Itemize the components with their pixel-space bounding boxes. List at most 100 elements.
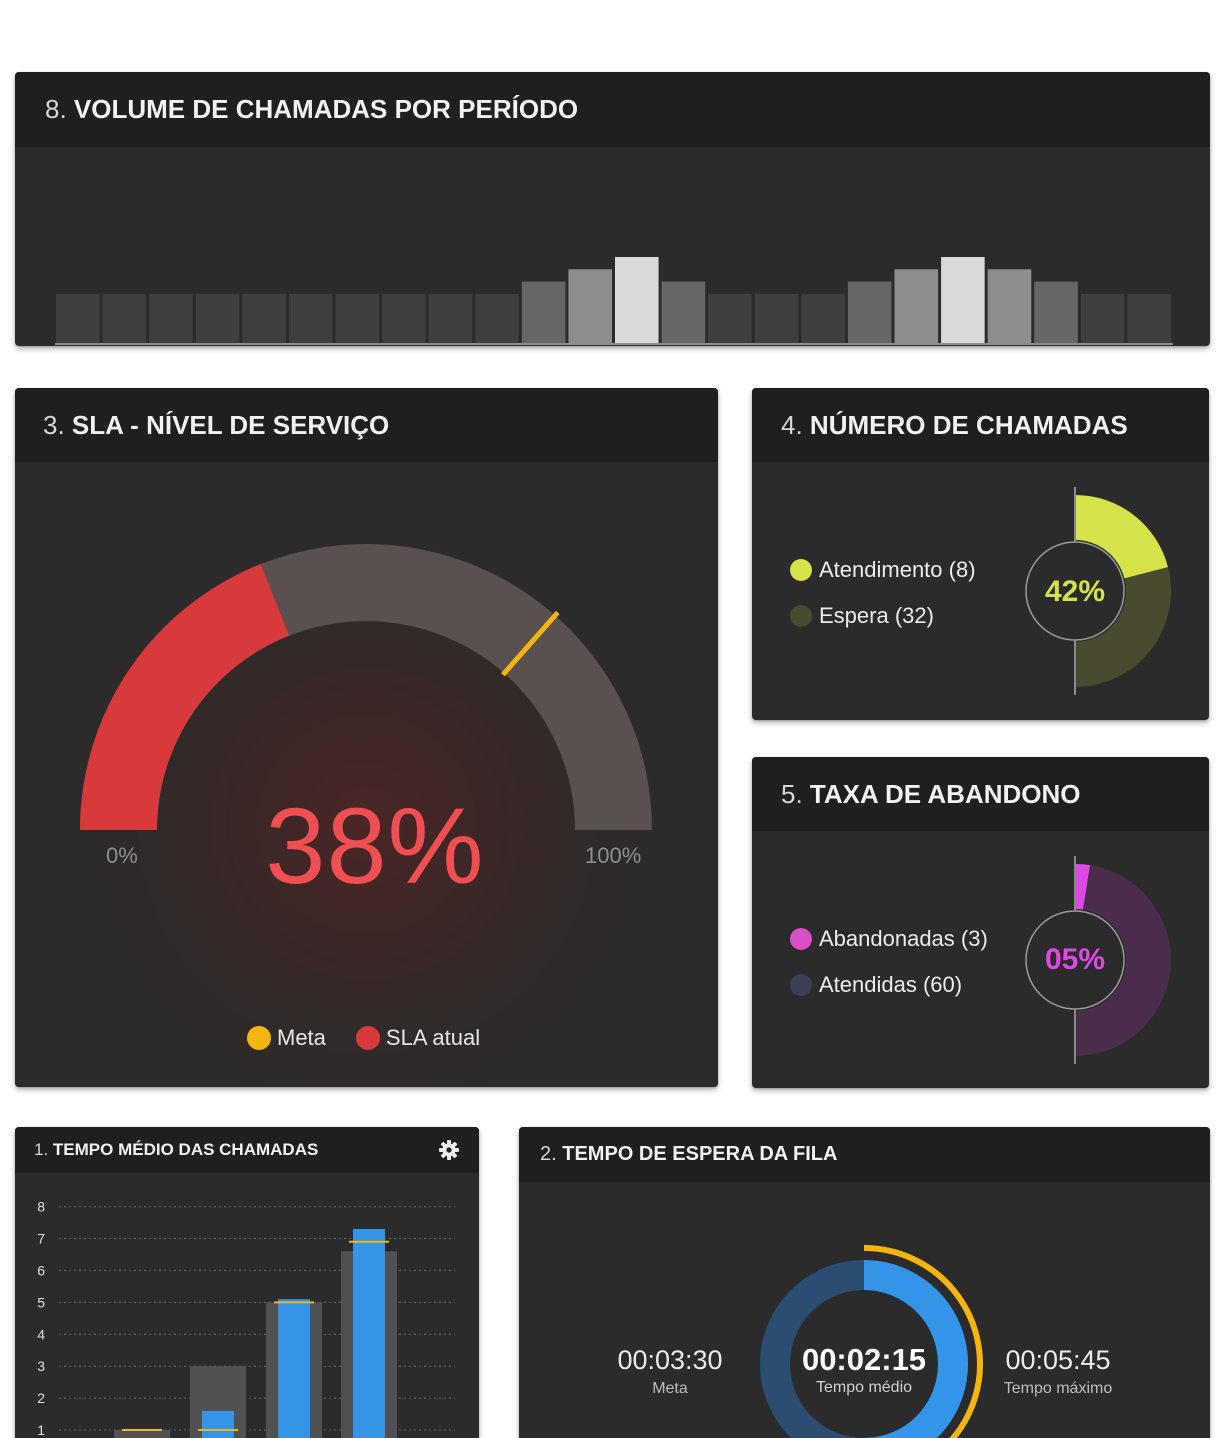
avg-ytick-label: 3 xyxy=(37,1358,45,1374)
sla-panel-number: 3. xyxy=(43,409,65,440)
abandon-donut xyxy=(1025,856,1171,1064)
volume-bar xyxy=(475,293,519,343)
calls-legend-item: Espera (32) xyxy=(790,593,976,639)
avg-ytick-label: 8 xyxy=(37,1199,45,1215)
sla-legend-current-label: SLA atual xyxy=(385,1025,481,1050)
abandon-panel-title: TAXA DE ABANDONO xyxy=(809,778,1081,809)
sla-legend-goal-label: Meta xyxy=(277,1025,326,1050)
queue-goal-label: Meta xyxy=(652,1380,688,1397)
volume-bar xyxy=(56,293,100,343)
abandon-panel-number: 5. xyxy=(781,778,803,809)
avg-mean-bar xyxy=(278,1299,310,1438)
queue-ring-goal xyxy=(863,1245,983,1438)
abandon-legend-item: Atendidas (60) xyxy=(790,962,988,1008)
sla-max-label: 100% xyxy=(585,843,642,868)
calls-panel-number: 4. xyxy=(781,409,803,440)
donut-center-circle xyxy=(1025,910,1125,1010)
sla-gauge xyxy=(80,544,652,830)
queue-panel: 2. TEMPO DE ESPERA DA FILA 00:03:30 Meta… xyxy=(519,1127,1210,1438)
calls-legend-label: Atendimento (8) xyxy=(819,557,976,582)
queue-average-label: Tempo médio xyxy=(815,1379,913,1396)
calls-legend: Atendimento (8) Espera (32) xyxy=(790,547,976,639)
sla-panel-title: SLA - NÍVEL DE SERVIÇO xyxy=(71,409,390,440)
avg-ytick-label: 7 xyxy=(37,1231,45,1247)
abandoned-dot-icon xyxy=(790,928,812,950)
avg-time-panel-number: 1. xyxy=(34,1140,49,1159)
donut-center-circle xyxy=(1025,541,1125,641)
sla-panel: 3. SLA - NÍVEL DE SERVIÇO 38% 0% 100% Me… xyxy=(15,388,718,1087)
volume-bar xyxy=(754,293,799,343)
sla-gauge-current xyxy=(80,564,290,830)
abandon-percent: 05% xyxy=(1044,943,1106,976)
volume-bar xyxy=(335,293,380,343)
sla-legend-goal: Meta xyxy=(247,1025,326,1051)
sla-value: 38% xyxy=(265,785,485,906)
avg-time-chart: 1 2 3 4 5 6 7 8 xyxy=(37,1199,455,1438)
abandon-panel: 5. TAXA DE ABANDONO Abandonadas (3) Aten… xyxy=(752,757,1209,1088)
queue-panel-number: 2. xyxy=(540,1143,557,1165)
queue-panel-title: TEMPO DE ESPERA DA FILA xyxy=(562,1143,838,1165)
abandon-legend-label: Abandonadas (3) xyxy=(819,926,988,951)
volume-bar xyxy=(288,293,333,343)
queue-average: 00:02:15 Tempo médio xyxy=(774,1342,954,1397)
volume-bar xyxy=(801,293,845,343)
abandon-legend-item: Abandonadas (3) xyxy=(790,916,988,962)
avg-ytick-label: 5 xyxy=(37,1294,45,1310)
volume-bar xyxy=(102,293,147,343)
calls-legend-label: Espera (32) xyxy=(819,603,934,628)
volume-panel-header: 8. VOLUME DE CHAMADAS POR PERÍODO xyxy=(15,72,1210,147)
gear-icon[interactable] xyxy=(437,1138,461,1162)
queue-ring-chart xyxy=(760,1245,983,1438)
queue-panel-header: 2. TEMPO DE ESPERA DA FILA xyxy=(519,1127,1210,1182)
volume-bar xyxy=(242,293,286,343)
volume-bar xyxy=(941,257,985,343)
calls-percent: 42% xyxy=(1044,575,1106,608)
volume-bar xyxy=(1034,281,1078,343)
donut-primary-segment xyxy=(1075,495,1168,579)
volume-bar xyxy=(987,269,1032,343)
donut-primary-segment xyxy=(1075,864,1091,910)
attending-dot-icon xyxy=(790,559,812,581)
queue-goal-time: 00:03:30 xyxy=(617,1345,723,1375)
avg-ytick-label: 2 xyxy=(37,1390,45,1406)
avg-ytick-label: 6 xyxy=(37,1263,45,1279)
volume-bar xyxy=(708,293,752,343)
queue-max-time: 00:05:45 xyxy=(1005,1345,1111,1375)
goal-dot-icon xyxy=(247,1026,271,1050)
volume-bar xyxy=(428,293,473,343)
avg-time-panel-header: 1. TEMPO MÉDIO DAS CHAMADAS xyxy=(15,1127,479,1173)
sla-gauge-goal-marker xyxy=(501,610,560,677)
volume-bar xyxy=(894,269,939,343)
answered-dot-icon xyxy=(790,974,812,996)
donut-secondary-segment xyxy=(1075,567,1171,687)
calls-panel-header: 4. NÚMERO DE CHAMADAS xyxy=(752,388,1209,462)
volume-bar xyxy=(568,269,612,343)
volume-panel-title: VOLUME DE CHAMADAS POR PERÍODO xyxy=(73,94,579,124)
avg-ytick-label: 4 xyxy=(37,1326,45,1342)
volume-bar xyxy=(661,281,706,343)
donut-secondary-segment xyxy=(1075,865,1171,1056)
calls-panel-title: NÚMERO DE CHAMADAS xyxy=(809,409,1128,440)
queue-ring-average xyxy=(863,1260,968,1438)
volume-bar xyxy=(382,293,426,343)
queue-goal: 00:03:30 Meta xyxy=(600,1345,740,1398)
volume-chart: 00h06h12h18h23h xyxy=(55,257,1173,345)
waiting-dot-icon xyxy=(790,605,812,627)
abandon-panel-header: 5. TAXA DE ABANDONO xyxy=(752,757,1209,831)
current-dot-icon xyxy=(355,1026,380,1050)
queue-average-time: 00:02:15 xyxy=(801,1342,927,1377)
volume-panel: 8. VOLUME DE CHAMADAS POR PERÍODO 00h06h… xyxy=(15,72,1210,346)
calls-panel: 4. NÚMERO DE CHAMADAS Atendimento (8) Es… xyxy=(752,388,1209,720)
avg-ytick-label: 1 xyxy=(37,1422,45,1438)
sla-panel-header: 3. SLA - NÍVEL DE SERVIÇO xyxy=(15,388,718,462)
volume-panel-number: 8. xyxy=(45,94,67,124)
avg-mean-bar xyxy=(353,1229,385,1438)
queue-max: 00:05:45 Tempo máximo xyxy=(988,1345,1128,1398)
sla-legend-current: SLA atual xyxy=(355,1025,481,1051)
avg-mean-bar xyxy=(202,1410,234,1438)
abandon-legend: Abandonadas (3) Atendidas (60) xyxy=(790,916,988,1008)
volume-bar xyxy=(195,293,240,343)
volume-bar xyxy=(1080,293,1125,343)
volume-bar xyxy=(615,257,659,343)
calls-legend-item: Atendimento (8) xyxy=(790,547,976,593)
